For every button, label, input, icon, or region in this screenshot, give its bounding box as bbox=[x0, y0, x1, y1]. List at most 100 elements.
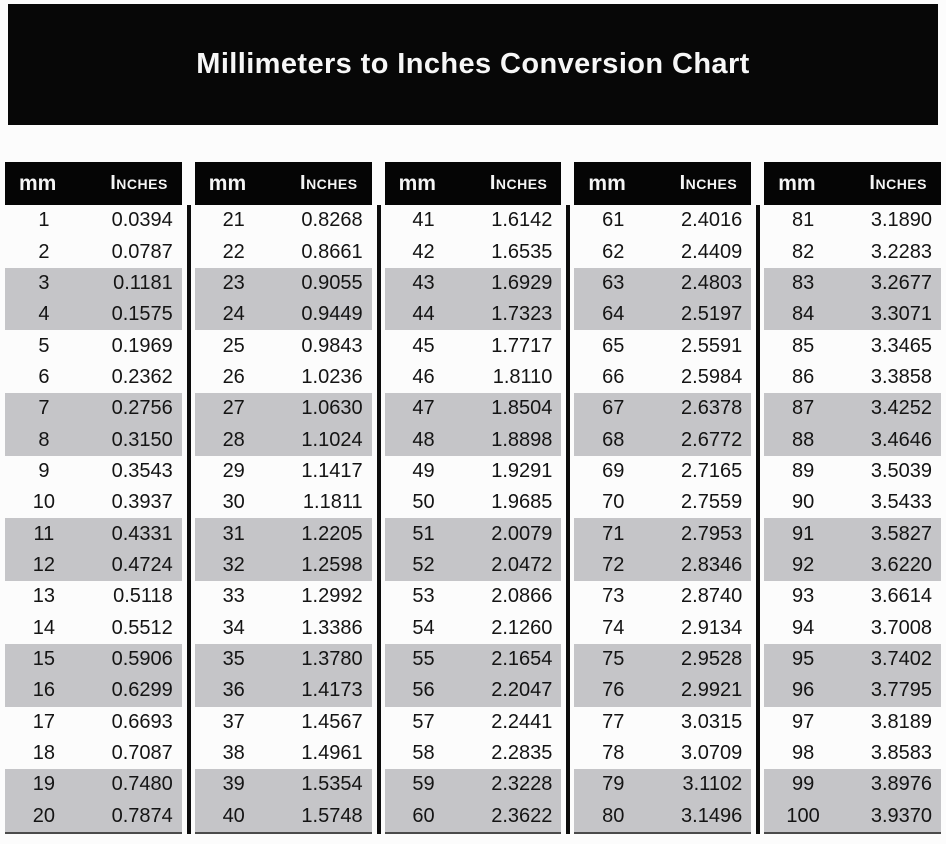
mm-value: 78 bbox=[602, 742, 625, 765]
mm-value: 20 bbox=[32, 804, 56, 827]
inches-value: 0.7480 bbox=[111, 773, 173, 796]
table-row: 4 0.1575 bbox=[5, 299, 182, 331]
mm-value: 4 bbox=[38, 303, 50, 326]
mm-value: 6 bbox=[38, 365, 50, 388]
mm-value: 81 bbox=[791, 209, 815, 232]
inches-value: 3.3465 bbox=[870, 334, 932, 357]
mm-value: 38 bbox=[222, 742, 245, 765]
inches-value: 3.5039 bbox=[870, 459, 932, 482]
block-rows: 21 0.8268 22 0.8661 23 0.9055 24 0.9449 25 0.9843… bbox=[194, 205, 372, 834]
mm-value: 40 bbox=[222, 804, 245, 827]
mm-value: 44 bbox=[412, 303, 435, 326]
mm-value: 90 bbox=[791, 491, 815, 514]
inches-value: 1.6535 bbox=[491, 240, 553, 263]
table-row: 20 0.7874 bbox=[5, 800, 182, 832]
mm-value: 29 bbox=[222, 459, 245, 482]
inches-header-label: Inches bbox=[489, 172, 548, 194]
mm-value: 28 bbox=[222, 428, 245, 451]
inches-value: 0.2756 bbox=[111, 397, 173, 420]
mm-value: 96 bbox=[791, 679, 815, 702]
inches-value: 2.5591 bbox=[681, 334, 743, 357]
inches-value: 2.9134 bbox=[681, 616, 743, 639]
table-row: 48 1.8898 bbox=[384, 424, 562, 456]
inches-value: 0.6693 bbox=[111, 710, 173, 733]
table-row: 55 2.1654 bbox=[384, 643, 562, 676]
conversion-table: mm Inches 1 0.0394 2 0.0787 3 0.1181 4 0.1575 5 0.1… bbox=[5, 162, 941, 834]
inches-value: 0.6299 bbox=[111, 679, 173, 702]
mm-value: 74 bbox=[602, 616, 625, 639]
inches-value: 1.4961 bbox=[301, 742, 363, 765]
table-row: 88 3.4646 bbox=[764, 424, 941, 456]
inches-value: 2.7953 bbox=[681, 522, 743, 545]
inches-value: 1.8504 bbox=[491, 397, 553, 420]
inches-value: 1.6929 bbox=[491, 271, 553, 294]
inches-value: 2.3228 bbox=[491, 773, 553, 796]
inches-value: 3.4646 bbox=[870, 428, 932, 451]
mm-value: 56 bbox=[412, 679, 435, 702]
table-row: 66 2.5984 bbox=[574, 362, 751, 393]
mm-value: 54 bbox=[412, 616, 435, 639]
mm-value: 72 bbox=[602, 553, 625, 576]
inches-value: 0.3937 bbox=[111, 491, 173, 514]
table-row: 30 1.1811 bbox=[195, 487, 372, 518]
mm-value: 65 bbox=[602, 334, 625, 357]
inches-value: 0.1181 bbox=[113, 271, 173, 294]
block-rows: 1 0.0394 2 0.0787 3 0.1181 4 0.1575 5 0.1969 6 0.23… bbox=[5, 205, 182, 834]
inches-value: 3.5827 bbox=[870, 522, 932, 545]
mm-value: 19 bbox=[32, 773, 56, 796]
mm-value: 57 bbox=[412, 710, 435, 733]
mm-value: 8 bbox=[38, 428, 50, 451]
mm-value: 23 bbox=[222, 271, 245, 294]
mm-value: 62 bbox=[602, 240, 625, 263]
inches-value: 1.6142 bbox=[491, 209, 553, 232]
table-row: 83 3.2677 bbox=[764, 267, 941, 300]
table-row: 19 0.7480 bbox=[5, 769, 182, 801]
inches-value: 0.2362 bbox=[111, 365, 173, 388]
mm-value: 77 bbox=[602, 710, 625, 733]
inches-value: 2.0472 bbox=[491, 553, 553, 576]
inches-value: 2.5984 bbox=[681, 365, 743, 388]
mm-value: 68 bbox=[602, 428, 625, 451]
mm-value: 16 bbox=[32, 679, 56, 702]
table-row: 8 0.3150 bbox=[5, 424, 182, 456]
table-row: 60 2.3622 bbox=[384, 800, 562, 832]
table-row: 41 1.6142 bbox=[385, 205, 562, 236]
inches-value: 1.1811 bbox=[302, 491, 363, 514]
inches-value: 3.1890 bbox=[870, 209, 932, 232]
table-row: 23 0.9055 bbox=[194, 267, 372, 300]
table-row: 13 0.5118 bbox=[5, 581, 182, 612]
mm-value: 39 bbox=[222, 773, 245, 796]
column-divider bbox=[566, 205, 571, 834]
mm-value: 61 bbox=[602, 209, 625, 232]
table-row: 42 1.6535 bbox=[385, 236, 562, 267]
inches-value: 2.6772 bbox=[681, 428, 743, 451]
mm-value: 88 bbox=[791, 428, 815, 451]
table-row: 90 3.5433 bbox=[764, 487, 941, 518]
table-row: 96 3.7795 bbox=[764, 675, 941, 707]
inches-value: 0.1969 bbox=[111, 334, 173, 357]
table-row: 51 2.0079 bbox=[384, 518, 562, 550]
mm-value: 46 bbox=[412, 365, 435, 388]
inches-value: 0.8661 bbox=[301, 240, 363, 263]
table-row: 58 2.2835 bbox=[385, 738, 562, 769]
mm-value: 91 bbox=[791, 522, 815, 545]
table-row: 56 2.2047 bbox=[384, 675, 562, 707]
mm-value: 37 bbox=[222, 710, 245, 733]
inches-value: 1.8898 bbox=[491, 428, 553, 451]
table-row: 44 1.7323 bbox=[384, 299, 562, 331]
mm-value: 15 bbox=[32, 647, 56, 670]
mm-value: 26 bbox=[222, 365, 245, 388]
mm-header-label: mm bbox=[588, 171, 626, 195]
inches-value: 3.8976 bbox=[870, 773, 932, 796]
mm-value: 17 bbox=[32, 710, 56, 733]
inches-value: 0.9055 bbox=[301, 271, 363, 294]
table-row: 71 2.7953 bbox=[574, 518, 752, 550]
table-row: 28 1.1024 bbox=[194, 424, 372, 456]
table-row: 69 2.7165 bbox=[574, 456, 751, 487]
mm-value: 89 bbox=[791, 459, 815, 482]
table-row: 32 1.2598 bbox=[194, 549, 372, 582]
inches-value: 1.0630 bbox=[301, 397, 363, 420]
inches-header-label: Inches bbox=[110, 172, 168, 194]
block-rows: 41 1.6142 42 1.6535 43 1.6929 44 1.7323 45 1.7717… bbox=[384, 205, 562, 834]
mm-value: 58 bbox=[412, 742, 435, 765]
